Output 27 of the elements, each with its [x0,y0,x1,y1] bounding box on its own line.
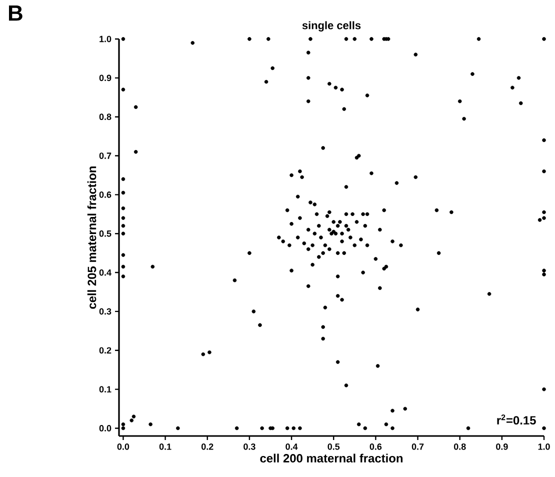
x-tick-label: 0.8 [454,444,466,450]
text: B [8,6,22,21]
y-tick-label: 0.7 [99,152,112,159]
x-tick-label: 0.1 [159,444,172,450]
y-tick-label: 0.3 [99,308,112,315]
y-axis-title: cell 205 maternal fraction [87,166,96,309]
x-tick-label: 0.6 [370,444,382,450]
x-tick-label: 0.5 [328,444,340,450]
x-tick-label: 0.9 [496,444,508,450]
x-tick-label: 1.0 [538,444,550,450]
x-axis-title: cell 200 maternal fraction [260,454,403,462]
y-tick-label: 0.6 [99,192,112,198]
y-tick-label: 0.4 [99,269,112,276]
x-tick-label: 0.2 [201,444,214,450]
y-tick-label: 0.8 [99,114,112,120]
y-tick-label: 0.0 [99,425,112,432]
y-tick-label: 0.9 [99,74,112,82]
y-tick-label: 0.1 [99,386,112,392]
y-tick-label: 0.2 [99,347,112,354]
x-tick-label: 0.0 [117,444,130,450]
y-tick-label: 1.0 [100,36,112,42]
x-tick-label: 0.3 [244,444,256,450]
y-tick-label: 0.5 [99,230,112,237]
x-tick-label: 0.7 [412,444,424,450]
chart-title: single cells [302,21,361,32]
annotation: r$^{2}$=0.15 [497,414,536,425]
x-tick-label: 0.4 [286,444,298,450]
